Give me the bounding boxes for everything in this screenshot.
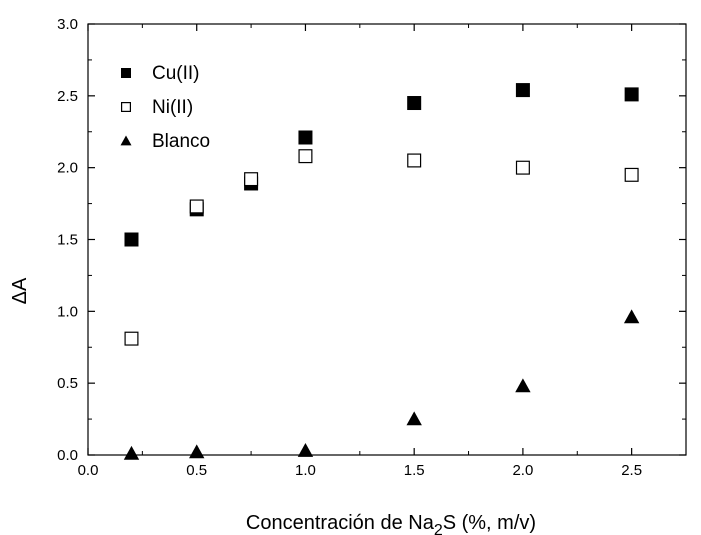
legend: Cu(II) Ni(II) Blanco [120,63,210,152]
data-point [124,232,139,247]
data-point [406,411,422,426]
legend-label-ni-ii: Ni(II) [152,97,193,118]
series-ni-ii [124,149,639,346]
data-point [624,167,639,182]
data-point [624,87,639,102]
y-axis-title: ΔA [9,277,31,304]
y-tick-label: 3.0 [57,16,78,33]
data-point [189,444,205,459]
series-cu-ii [124,83,639,247]
data-point [124,331,139,346]
plot-frame [87,23,687,456]
y-tick-label: 2.5 [57,88,78,105]
data-point [189,199,204,214]
data-point [515,160,530,175]
data-point [298,149,313,164]
x-axis-title-suffix: S (%, m/v) [443,512,536,534]
data-point [244,172,259,187]
legend-marker-blanco [120,135,132,146]
x-tick-label: 2.0 [512,462,533,479]
x-tick-label: 1.5 [404,462,425,479]
legend-marker-ni-ii [120,101,131,112]
y-tick-label: 0.0 [57,447,78,464]
x-tick-label: 0.0 [78,462,99,479]
data-point [407,96,422,111]
x-axis-title-subscript: 2 [434,522,443,535]
x-tick-label: 0.5 [186,462,207,479]
data-point [407,153,422,168]
data-point [297,442,314,457]
y-tick-label: 2.0 [57,160,78,177]
x-axis-title-prefix: Concentración de Na [246,512,435,534]
y-tick-label: 1.5 [57,232,78,249]
x-tick-label: 1.0 [295,462,316,479]
x-tick-label: 2.5 [621,462,642,479]
legend-label-blanco: Blanco [152,131,210,152]
data-point [298,130,313,145]
y-tick-label: 1.0 [57,303,78,320]
data-point [623,309,640,324]
series-blanco [123,309,640,460]
ticks-layer: 0.0 0.5 1.0 1.5 2.0 2.5 0.0 0.5 1.0 1.5 2.0 2.5 3.0 [57,16,686,479]
x-axis-title: Concentración de Na2S (%, m/v) [246,512,536,535]
legend-marker-cu-ii [121,68,131,78]
y-tick-label: 0.5 [57,375,78,392]
marks-layer [123,83,640,460]
data-point [515,83,530,98]
data-point [123,445,140,460]
legend-label-cu-ii: Cu(II) [152,63,200,84]
data-point [515,378,531,393]
